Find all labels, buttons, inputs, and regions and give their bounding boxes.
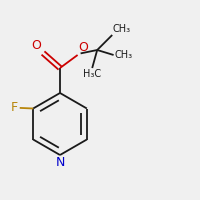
Text: O: O xyxy=(32,39,41,52)
Text: CH₃: CH₃ xyxy=(114,50,133,60)
Text: CH₃: CH₃ xyxy=(113,24,131,34)
Text: F: F xyxy=(11,101,18,114)
Text: O: O xyxy=(78,41,88,54)
Text: N: N xyxy=(55,156,65,169)
Text: H₃C: H₃C xyxy=(83,69,101,79)
